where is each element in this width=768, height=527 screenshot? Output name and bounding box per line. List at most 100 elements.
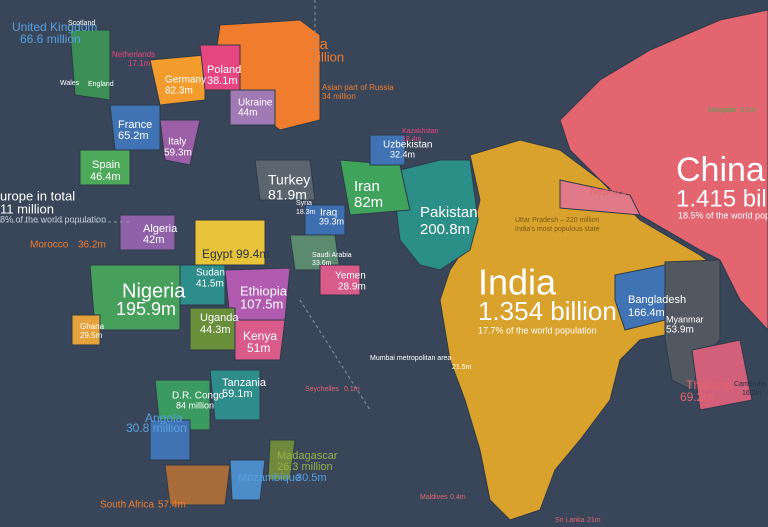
region-population: 59.1m — [222, 388, 253, 400]
region-name: Yemen — [335, 271, 366, 282]
region-population: 66.6 million — [20, 32, 81, 46]
region-population: 44m — [238, 108, 257, 119]
ghana — [71, 314, 101, 346]
mozambique — [229, 459, 266, 501]
region-population: 29.5m — [80, 331, 103, 340]
region-name: Saudi Arabia — [312, 252, 352, 259]
region-name: Seychelles — [305, 386, 339, 393]
region-population: 32.4m — [390, 149, 415, 159]
region-name: Germany — [165, 75, 206, 86]
region-population: 44.3m — [200, 324, 231, 336]
region-name: Turkey — [268, 172, 310, 188]
region-population: 21m — [587, 517, 601, 524]
region-name: Tanzania — [222, 377, 267, 389]
region-population: 166.4m — [628, 307, 665, 319]
region-population: 17.1m — [128, 59, 151, 68]
iraq — [304, 204, 346, 236]
region-population: 195.9m — [116, 299, 176, 319]
turkey — [254, 159, 316, 201]
france — [109, 104, 161, 151]
region-population: 200.8m — [420, 221, 470, 238]
region-population: 1.354 billion — [478, 296, 617, 326]
region-name: Cambodia — [734, 381, 766, 388]
ukraine — [229, 89, 276, 126]
region-name: Russia — [282, 36, 329, 53]
region-population: 107.5m — [240, 296, 283, 311]
region-name: Scotland — [68, 20, 95, 27]
region-name: Nigeria — [122, 280, 186, 302]
region-population: 29.6m — [616, 187, 644, 198]
region-population: 59.3m — [164, 148, 192, 159]
region-population: 69.2m — [680, 390, 713, 404]
countries — [69, 9, 768, 521]
region-population: 81.9m — [268, 187, 307, 203]
region-name: Mumbai metropolitan area — [370, 355, 451, 362]
dividers — [0, 0, 371, 411]
angola — [149, 419, 191, 461]
region-name: Poland — [207, 64, 241, 76]
region-name: Mozambique — [238, 472, 301, 484]
region-name: United Kingdom — [12, 20, 97, 34]
south-africa — [164, 464, 231, 506]
italy — [159, 119, 201, 166]
region-note: India's most populous state — [515, 226, 600, 233]
region-population: 18.4m — [402, 136, 422, 143]
region-name: Wales — [60, 80, 80, 87]
germany — [149, 54, 206, 106]
thailand — [691, 339, 753, 411]
region-name: France — [118, 119, 152, 131]
region-population: 82m — [354, 194, 383, 211]
region-population: 41.5m — [196, 279, 224, 290]
region-population: 1.415 billion — [676, 185, 768, 212]
region-population: 99.4m — [236, 247, 269, 261]
region-name: Maldives — [420, 494, 448, 501]
region-name: South Africa — [100, 500, 154, 511]
region-name: Kazakhstan — [402, 128, 439, 135]
region-population: 84 million — [176, 400, 214, 410]
region-name: China — [676, 151, 765, 189]
region-name: Algeria — [143, 223, 178, 235]
tanzania — [209, 369, 261, 421]
region-name: urope in total — [0, 188, 75, 203]
region-note: 8% of the world population — [0, 214, 106, 224]
region-population: 28.9m — [338, 282, 366, 293]
region-population: 53.9m — [666, 325, 694, 336]
region-population: 30.8 million — [126, 421, 187, 435]
region-name: Iran — [354, 178, 380, 195]
region-name: Ghana — [80, 322, 105, 331]
region-population: 26.3 million — [277, 461, 333, 473]
region-population: 51m — [247, 341, 270, 355]
region-name: Pakistan — [420, 204, 478, 221]
region-note: 17.7% of the world population — [478, 325, 597, 335]
region-population: 82.3m — [165, 86, 193, 97]
region-name: India — [478, 262, 557, 303]
region-name: Thailand — [686, 378, 732, 392]
region-name: Uzbekistan — [383, 140, 432, 151]
region-name: Sri Lanka — [555, 517, 585, 524]
region-name: Ethiopia — [240, 283, 288, 298]
region-name: Syria — [296, 200, 312, 207]
region-population: 33.6m — [312, 260, 332, 267]
region-name: Uganda — [200, 312, 239, 324]
region-name: Spain — [92, 159, 120, 171]
region-name: Sudan — [196, 268, 225, 279]
region-name: Egypt — [202, 247, 233, 261]
uzbekistan — [369, 134, 406, 166]
yemen — [319, 264, 361, 296]
region-population: 30.5m — [296, 472, 327, 484]
region-population: 21.5m — [452, 364, 472, 371]
region-name: Nepal — [590, 187, 616, 198]
algeria — [119, 214, 176, 251]
region-population: 42m — [143, 234, 164, 246]
pakistan — [394, 159, 479, 271]
region-population: 36.2m — [78, 240, 106, 251]
region-population: 39.3m — [319, 216, 344, 226]
region-name: Angola — [145, 411, 183, 425]
region-name: Kenya — [243, 329, 277, 343]
nepal — [559, 179, 641, 216]
region-population: 18.3m — [296, 209, 316, 216]
bangladesh — [614, 264, 666, 331]
region-name: Netherlands — [112, 50, 155, 59]
